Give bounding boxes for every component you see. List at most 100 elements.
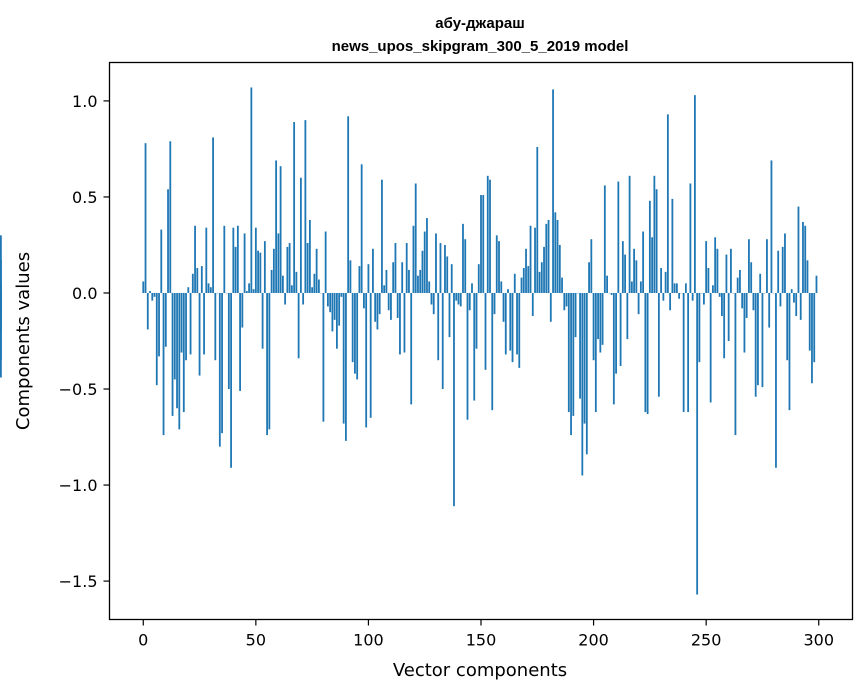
bar-75 [311, 287, 314, 293]
bar-240 [682, 292, 685, 413]
bar-160 [502, 292, 505, 322]
bar-71 [302, 292, 305, 305]
bar-163 [509, 292, 512, 351]
bar-298 [813, 292, 816, 363]
bar-219 [635, 260, 638, 293]
bar-127 [428, 281, 431, 293]
bar-242 [687, 292, 690, 413]
bar-105 [378, 292, 381, 315]
bar-143 [464, 239, 467, 293]
bar-60 [277, 233, 280, 293]
bar-144 [466, 292, 469, 420]
bar-222 [642, 231, 645, 293]
y-axis-ticks: 1.0 0.5 0.0 −0.5 −1.0 −1.5 [59, 92, 110, 591]
bar-80 [322, 292, 325, 422]
bar-63 [284, 292, 287, 305]
bar-255 [716, 248, 719, 293]
bar-135 [446, 256, 449, 293]
bar-29 [207, 283, 210, 293]
bar-237 [675, 283, 678, 293]
bar-52 [259, 252, 262, 293]
bar-70 [299, 177, 302, 293]
bar-38 [227, 292, 230, 390]
bar-216 [628, 175, 631, 293]
bar-13 [171, 292, 174, 416]
bar-12 [169, 141, 172, 293]
bar-201 [594, 292, 597, 413]
bar-167 [518, 292, 521, 368]
bar-62 [281, 275, 284, 293]
bar-66 [290, 285, 293, 293]
x-tick-label: 250 [691, 631, 722, 650]
bar-251 [707, 268, 710, 293]
bar-21 [189, 292, 192, 355]
bar-288 [790, 289, 793, 293]
bar-245 [693, 95, 696, 293]
bar-220 [637, 292, 640, 315]
bar-69 [297, 292, 300, 359]
bar-212 [619, 292, 622, 366]
bar-155 [491, 292, 494, 411]
bar-43 [239, 292, 241, 391]
bar-3 [149, 291, 151, 293]
bar-196 [583, 292, 586, 424]
x-tick-label: 50 [246, 631, 266, 650]
bar-22 [191, 273, 194, 293]
bar-241 [684, 283, 687, 293]
bar-260 [727, 292, 730, 341]
bar-136 [448, 292, 451, 338]
bar-139 [455, 292, 458, 301]
bar-202 [597, 292, 599, 340]
bar-116 [403, 292, 406, 353]
bar-166 [516, 292, 518, 355]
bar-76 [313, 273, 316, 293]
bar-154 [489, 179, 491, 293]
bar-215 [626, 292, 629, 340]
bar-269 [748, 239, 750, 293]
bar-175 [536, 147, 539, 293]
bar-94 [354, 292, 356, 374]
bar-257 [721, 292, 723, 317]
bar-178 [543, 246, 545, 293]
bar-88 [340, 292, 343, 297]
y-tick-label: 1.0 [72, 92, 97, 111]
bar-24 [196, 268, 199, 293]
bar-296 [808, 292, 811, 351]
bar-250 [705, 241, 708, 293]
bar-124 [421, 250, 424, 293]
bar-34 [218, 292, 221, 447]
bar-112 [394, 243, 397, 293]
x-tick-label: 100 [353, 631, 384, 650]
bar-44 [241, 292, 244, 328]
bar-279 [770, 160, 773, 293]
bar-41 [234, 246, 237, 293]
bar-164 [511, 292, 514, 363]
bar-265 [739, 269, 741, 293]
bar-213 [621, 241, 624, 293]
bar-246 [696, 292, 699, 595]
bar-134 [444, 244, 446, 293]
bar-73 [306, 243, 309, 293]
bar-130 [435, 233, 437, 293]
bar-161 [504, 292, 507, 355]
bar-49 [252, 289, 255, 293]
bar-197 [585, 292, 588, 455]
bar-177 [540, 262, 543, 293]
bar-10 [164, 292, 167, 347]
bar-287 [788, 292, 791, 411]
bar-263 [734, 292, 737, 436]
bar-96 [358, 266, 361, 293]
bar-253 [712, 285, 714, 293]
bar-14 [173, 292, 176, 380]
bar-264 [736, 277, 739, 293]
bar-211 [617, 181, 620, 293]
bar-286 [786, 292, 789, 361]
chart-subtitle: news_upos_skipgram_300_5_2019 model [332, 38, 629, 55]
bar-120 [412, 225, 415, 293]
bar-226 [651, 237, 654, 293]
bar-83 [329, 292, 332, 313]
bar-275 [761, 292, 764, 388]
bar-146 [471, 283, 473, 293]
bar-128 [430, 292, 433, 305]
bar-244 [691, 292, 694, 301]
